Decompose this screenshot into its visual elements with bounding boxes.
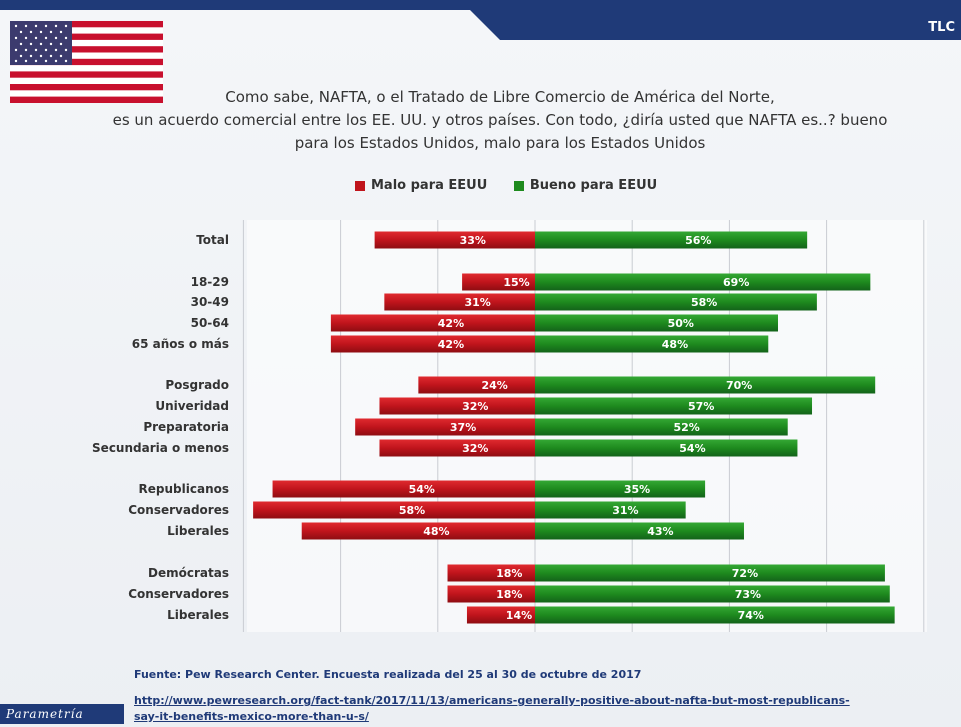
bar-good (535, 522, 744, 540)
data-label-good: 54% (679, 442, 705, 455)
category-labels: Total 18-29 30-49 50-64 65 años o más Posgrad… (92, 233, 229, 622)
bar-bad (374, 231, 535, 249)
data-label-bad: 24% (482, 379, 508, 392)
bar-bad (379, 439, 535, 457)
us-flag-icon (10, 21, 163, 103)
data-label-bad: 18% (496, 588, 522, 601)
data-label-bad: 54% (409, 483, 435, 496)
category-label: Conservadores (128, 503, 229, 517)
category-label: 30-49 (191, 295, 229, 309)
data-label-good: 73% (735, 588, 761, 601)
category-label: Total (196, 233, 229, 247)
data-label-good: 70% (726, 379, 752, 392)
data-label-bad: 42% (438, 338, 464, 351)
survey-question: Como sabe, NAFTA, o el Tratado de Libre … (60, 86, 940, 155)
data-label-good: 35% (624, 483, 650, 496)
header-band (0, 0, 961, 40)
bar-good (535, 564, 885, 582)
data-label-bad: 14% (506, 609, 532, 622)
legend-item-bad: Malo para EEUU (355, 178, 487, 193)
legend-item-good: Bueno para EEUU (513, 178, 658, 193)
parametria-logo: Parametría (0, 704, 124, 724)
data-label-good: 72% (732, 567, 758, 580)
question-line-1: Como sabe, NAFTA, o el Tratado de Libre … (225, 88, 775, 106)
category-label: Liberales (167, 608, 229, 622)
source-link[interactable]: http://www.pewresearch.org/fact-tank/201… (134, 693, 934, 725)
bar-good (535, 585, 890, 603)
data-label-good: 56% (685, 234, 711, 247)
category-label: Conservadores (128, 587, 229, 601)
bar-labels: 33% 56% 15% 69% 31% 58% 42% 50% 42% 48% 24% 70% 32% 5… (399, 234, 764, 622)
legend-label-bad: Malo para EEUU (371, 178, 488, 193)
data-label-good: 52% (673, 421, 699, 434)
legend-swatch-good (513, 180, 524, 191)
bar-good (535, 335, 769, 353)
bar-bad (330, 314, 535, 332)
bar-bad (447, 585, 535, 603)
bar-good (535, 397, 813, 415)
bar-bad (466, 606, 535, 624)
bar-good (535, 606, 895, 624)
data-label-bad: 18% (496, 567, 522, 580)
bar-good (535, 314, 778, 332)
category-label: 18-29 (191, 275, 229, 289)
data-label-bad: 32% (462, 400, 488, 413)
legend-label-good: Bueno para EEUU (529, 178, 658, 193)
question-line-3: para los Estados Unidos, malo para los E… (294, 134, 706, 152)
category-label: Secundaria o menos (92, 441, 229, 455)
bar-good (535, 231, 808, 249)
header-tlc-label: TLC (928, 20, 955, 35)
source-link-line-2[interactable]: say-it-benefits-mexico-more-than-u-s/ (134, 710, 369, 723)
bar-good (535, 501, 686, 519)
data-label-good: 31% (612, 504, 638, 517)
category-label: Demócratas (148, 566, 229, 580)
category-label: Preparatoria (143, 420, 229, 434)
bar-bad (355, 418, 535, 436)
bar-good (535, 480, 706, 498)
category-label: Univeridad (155, 399, 229, 413)
bar-bad (379, 397, 535, 415)
data-label-bad: 48% (423, 525, 449, 538)
bar-bad (418, 376, 535, 394)
data-label-good: 74% (738, 609, 764, 622)
data-label-good: 58% (691, 296, 717, 309)
question-line-2: es un acuerdo comercial entre los EE. UU… (112, 111, 888, 129)
bar-good (535, 273, 871, 291)
category-label: 65 años o más (132, 337, 229, 351)
category-label: Liberales (167, 524, 229, 538)
data-label-bad: 15% (503, 276, 529, 289)
source-note: Fuente: Pew Research Center. Encuesta re… (134, 668, 642, 681)
bar-bad (301, 522, 535, 540)
data-label-bad: 58% (399, 504, 425, 517)
data-label-good: 57% (688, 400, 714, 413)
bar-bad (330, 335, 535, 353)
bar-good (535, 418, 788, 436)
data-label-bad: 32% (462, 442, 488, 455)
chart-legend: Malo para EEUU Bueno para EEUU (355, 178, 679, 195)
bar-bad (253, 501, 535, 519)
bar-good (535, 439, 798, 457)
category-label: Posgrado (165, 378, 229, 392)
data-label-good: 50% (668, 317, 694, 330)
data-label-good: 69% (723, 276, 749, 289)
data-label-bad: 33% (460, 234, 486, 247)
data-label-bad: 37% (450, 421, 476, 434)
legend-swatch-bad (355, 180, 365, 191)
bar-bad (272, 480, 535, 498)
source-link-line-1[interactable]: http://www.pewresearch.org/fact-tank/201… (134, 694, 850, 707)
data-label-bad: 31% (464, 296, 490, 309)
bar-bad (462, 273, 535, 291)
bars (253, 231, 895, 624)
bar-bad (447, 564, 535, 582)
category-label: Republicanos (139, 482, 229, 496)
data-label-good: 43% (647, 525, 673, 538)
bar-bad (384, 293, 535, 311)
category-label: 50-64 (191, 316, 229, 330)
data-label-bad: 42% (438, 317, 464, 330)
data-label-good: 48% (662, 338, 688, 351)
bar-good (535, 293, 817, 311)
bar-good (535, 376, 876, 394)
